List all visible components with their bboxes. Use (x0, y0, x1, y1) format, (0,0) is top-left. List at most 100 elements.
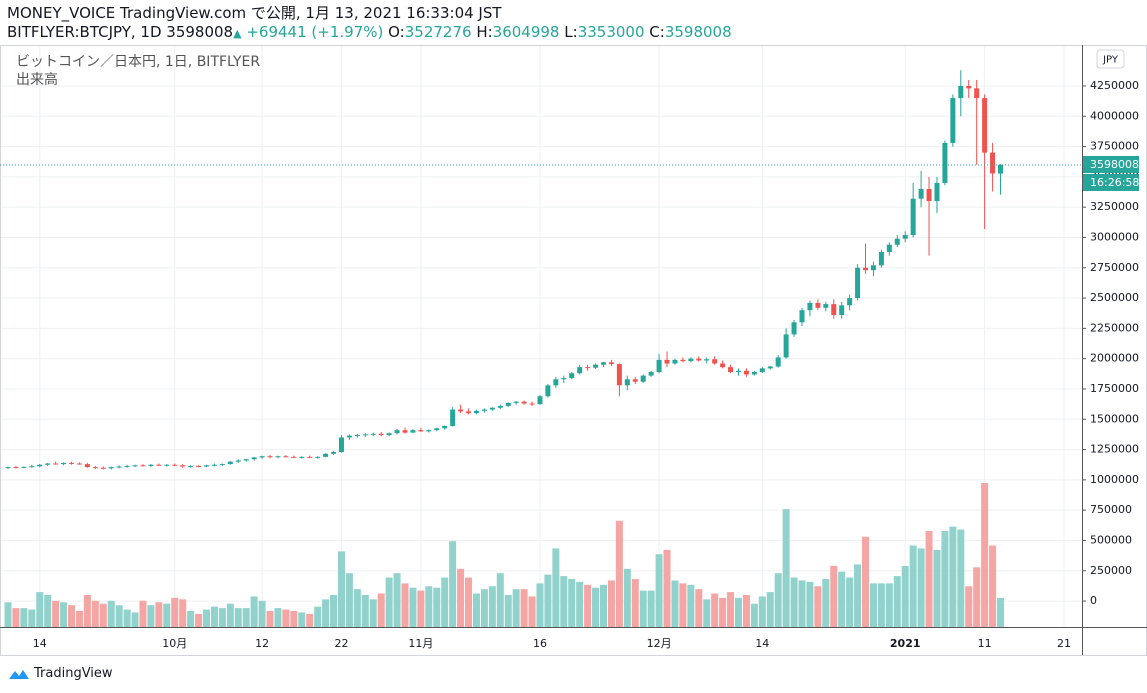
candle-body (743, 370, 749, 375)
volume-bar (20, 608, 28, 627)
volume-bar (488, 586, 496, 627)
volume-bar (457, 568, 465, 627)
y-tick-label: 1250000 (1090, 443, 1139, 456)
candle-body (791, 322, 797, 335)
volume-bar (345, 573, 353, 627)
candle-body (624, 379, 630, 386)
candle-body (299, 456, 305, 458)
volume-bar (377, 593, 385, 627)
brand-logo (9, 669, 29, 679)
volume-bar (734, 597, 742, 627)
candle-body (990, 152, 996, 174)
volume-bar (28, 609, 36, 627)
candle-body (910, 198, 916, 236)
y-tick-label: 1750000 (1090, 382, 1139, 395)
candle-body (902, 235, 908, 239)
candle-body (267, 456, 273, 458)
volume-bar (187, 610, 195, 627)
volume-bar (417, 590, 425, 627)
candle-body (402, 430, 408, 433)
candle-body (640, 375, 646, 382)
candle-body (76, 463, 82, 465)
candle-body (886, 244, 892, 253)
candle-body (92, 467, 98, 469)
volume-bar (195, 613, 203, 627)
volume-bar (798, 580, 806, 627)
candle-body (918, 188, 924, 199)
volume-bar (838, 571, 846, 627)
ohlc-line: BITFLYER:BTCJPY, 1D 3598008▲ +69441 (+1.… (7, 23, 732, 43)
volume-bar (893, 576, 901, 627)
volume-bar (981, 482, 989, 627)
y-tick-label: 0 (1090, 594, 1097, 607)
y-tick-label: 3750000 (1090, 140, 1139, 153)
volume-bar (957, 529, 965, 627)
candle-body (720, 363, 726, 368)
l-label: L: (564, 23, 578, 41)
y-tick-label: 1000000 (1090, 473, 1139, 486)
candle-body (577, 367, 583, 374)
candle-body (601, 362, 606, 365)
candle-body (140, 465, 146, 467)
volume-bar (917, 548, 925, 627)
o-value: 3527276 (404, 23, 472, 41)
candle-body (513, 401, 519, 403)
volume-bar (877, 583, 885, 627)
volume-bar (131, 612, 139, 627)
volume-bar (274, 608, 282, 627)
x-tick-label: 12 (255, 637, 269, 650)
volume-bar (623, 568, 631, 627)
volume-bar (441, 577, 449, 627)
volume-bar (36, 592, 44, 627)
volume-bar (369, 599, 377, 627)
volume-bar (226, 603, 234, 627)
candle-body (346, 435, 352, 438)
candle-body (13, 467, 19, 469)
candle-body (799, 310, 805, 323)
volume-bar (822, 578, 830, 627)
grid (0, 45, 1082, 627)
volume-bar (568, 578, 576, 627)
candle-body (45, 463, 51, 465)
volume-bar (520, 589, 528, 627)
candle-body (53, 463, 59, 465)
volume-bar (973, 567, 981, 627)
volume-bar (242, 608, 250, 627)
candle-body (108, 467, 114, 469)
candle-body (942, 142, 948, 183)
candle-body (180, 465, 186, 467)
candle-body (839, 305, 845, 316)
candle-body (259, 456, 265, 458)
candle-body (958, 85, 964, 99)
candle-body (759, 368, 765, 372)
volume-bar (314, 606, 322, 627)
currency-button[interactable] (1096, 49, 1125, 69)
volume-bar (711, 593, 719, 627)
volume-bar (258, 600, 266, 627)
volume-bar (695, 589, 703, 627)
last-price-label: 3598008 (1090, 158, 1139, 171)
volume-bar (862, 536, 870, 627)
volume-bar (433, 587, 441, 627)
candle-body (362, 434, 368, 436)
candle-body (84, 464, 90, 468)
candle-body (680, 359, 686, 362)
candle-body (219, 464, 225, 466)
volume-bar (75, 610, 83, 627)
candle-body (878, 252, 884, 266)
candle-body (132, 465, 138, 467)
volume-bar (83, 594, 91, 627)
candle-body (704, 359, 710, 361)
volume-bar (854, 564, 862, 627)
publish-line: MONEY_VOICE TradingView.com で公開, 1月 13, … (7, 4, 502, 22)
footer: TradingView (8, 666, 113, 681)
candle-body (466, 411, 472, 414)
volume-bar (600, 584, 607, 627)
volume-bar (496, 573, 504, 627)
candle-body (69, 462, 75, 464)
candle-body (767, 366, 773, 369)
volume-bar (663, 549, 671, 627)
volume-bar (719, 597, 727, 627)
candle-body (386, 433, 392, 436)
volume-bar (52, 600, 60, 627)
